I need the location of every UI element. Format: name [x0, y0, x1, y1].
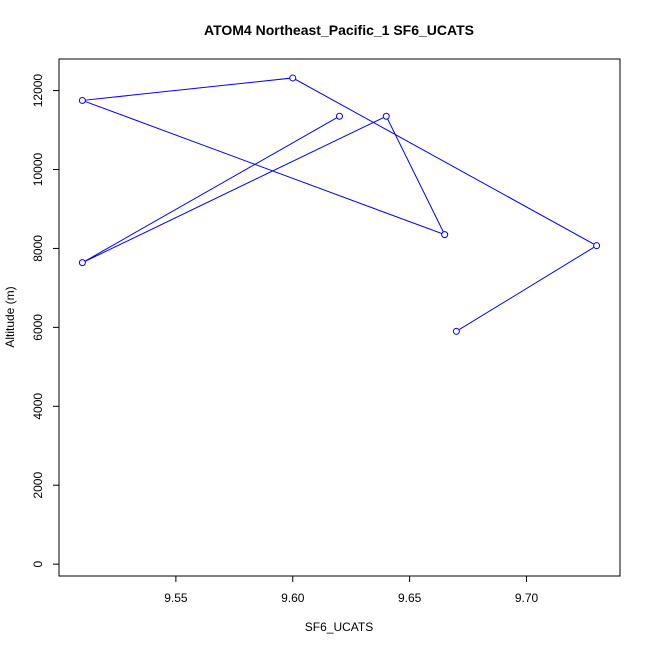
x-axis: 9.55 9.60 9.65 9.70	[164, 576, 539, 605]
x-axis-label: SF6_UCATS	[305, 620, 373, 634]
y-axis-label: Altitude (m)	[3, 286, 17, 347]
data-point	[78, 259, 86, 267]
x-tick-label: 9.60	[281, 591, 305, 605]
data-point	[441, 231, 449, 239]
series-line	[82, 77, 598, 332]
data-point	[452, 327, 460, 335]
y-tick-label: 6000	[31, 314, 45, 341]
y-tick-label: 0	[31, 561, 45, 568]
data-point	[336, 112, 343, 120]
x-tick-label: 9.55	[164, 591, 188, 605]
data-point	[382, 112, 390, 120]
data-point	[593, 242, 601, 250]
y-tick-label: 8000	[31, 235, 45, 262]
y-axis: 0 2000 4000 6000 8000 10000 12000	[31, 74, 59, 568]
y-tick-label: 12000	[31, 74, 45, 108]
y-tick-label: 2000	[31, 472, 45, 499]
series-layer	[78, 74, 601, 335]
chart-title: ATOM4 Northeast_Pacific_1 SF6_UCATS	[204, 22, 474, 38]
y-tick-label: 10000	[31, 152, 45, 186]
y-tick-label: 4000	[31, 393, 45, 420]
x-tick-label: 9.65	[398, 591, 422, 605]
data-point	[289, 74, 297, 82]
x-tick-label: 9.70	[515, 591, 539, 605]
data-point	[78, 96, 86, 104]
plot-area-frame	[58, 58, 621, 577]
